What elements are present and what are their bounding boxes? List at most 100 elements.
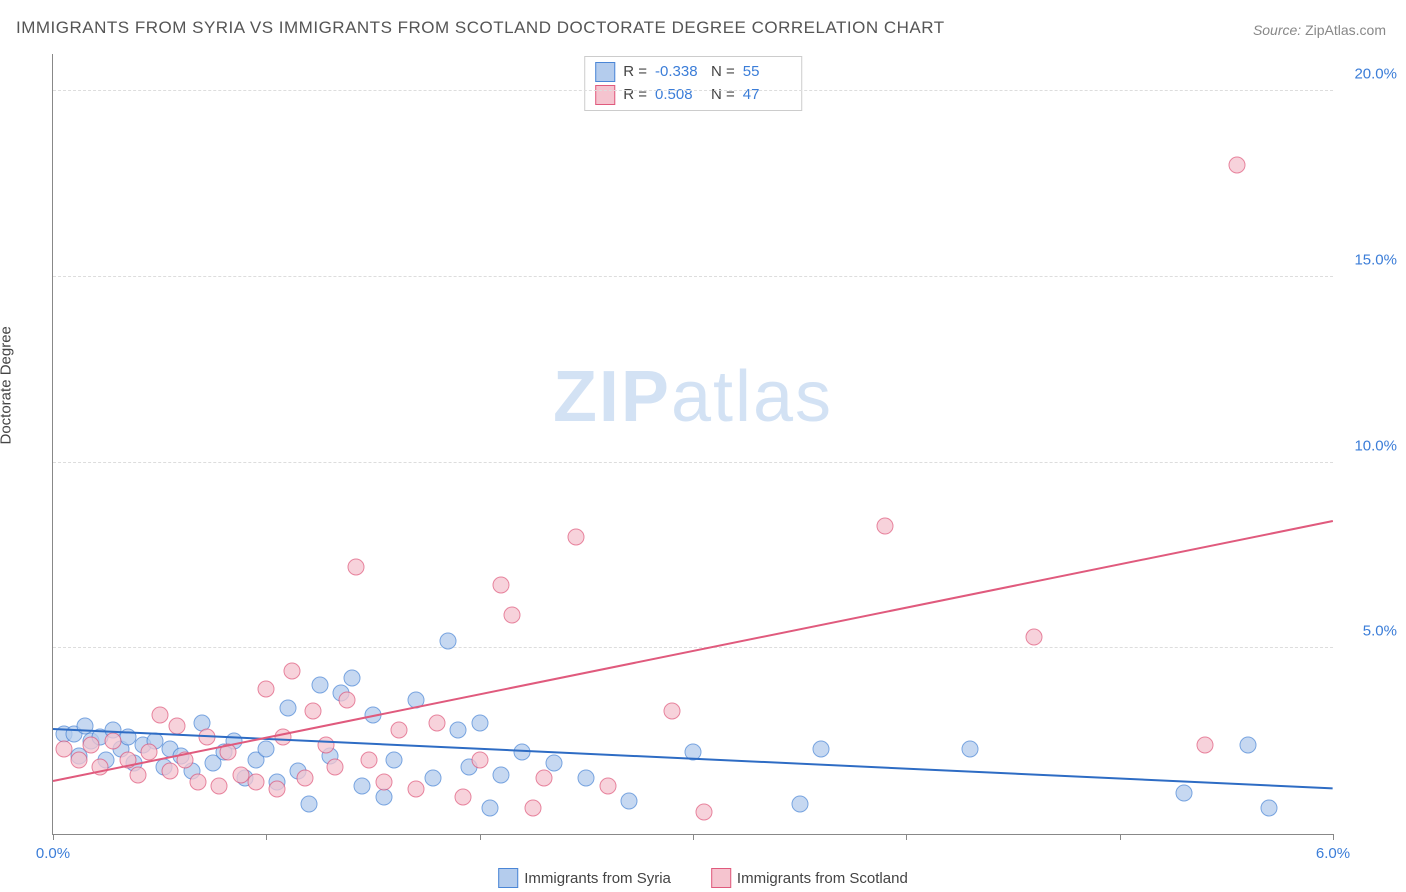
data-point [386, 751, 403, 768]
stat-r-value: 0.508 [655, 84, 703, 107]
stat-r-label: R = [623, 61, 647, 84]
data-point [296, 770, 313, 787]
data-point [813, 740, 830, 757]
data-point [578, 770, 595, 787]
series-swatch [595, 85, 615, 105]
stat-n-value: 47 [743, 84, 791, 107]
trend-line [53, 520, 1333, 782]
data-point [104, 733, 121, 750]
data-point [347, 558, 364, 575]
x-tick-label: 0.0% [36, 845, 70, 862]
legend-label: Immigrants from Syria [524, 870, 671, 887]
data-point [70, 751, 87, 768]
x-tick [906, 834, 907, 840]
stats-row: R = -0.338 N = 55 [595, 61, 791, 84]
y-tick-label: 20.0% [1341, 66, 1397, 83]
y-tick-label: 5.0% [1341, 623, 1397, 640]
series-legend: Immigrants from Syria Immigrants from Sco… [498, 868, 908, 888]
x-tick [266, 834, 267, 840]
data-point [55, 740, 72, 757]
data-point [151, 707, 168, 724]
data-point [375, 774, 392, 791]
data-point [493, 577, 510, 594]
data-point [567, 528, 584, 545]
data-point [471, 751, 488, 768]
data-point [493, 766, 510, 783]
scatter-plot: ZIPatlas R =-0.338N =55R =0.508N =47 5.0… [52, 54, 1333, 835]
data-point [514, 744, 531, 761]
data-point [599, 777, 616, 794]
data-point [83, 736, 100, 753]
series-swatch [595, 62, 615, 82]
legend-item: Immigrants from Syria [498, 868, 671, 888]
x-tick [693, 834, 694, 840]
data-point [339, 692, 356, 709]
legend-item: Immigrants from Scotland [711, 868, 908, 888]
y-tick-label: 10.0% [1341, 437, 1397, 454]
data-point [269, 781, 286, 798]
data-point [962, 740, 979, 757]
y-tick-label: 15.0% [1341, 251, 1397, 268]
data-point [450, 722, 467, 739]
data-point [301, 796, 318, 813]
data-point [283, 662, 300, 679]
data-point [546, 755, 563, 772]
watermark-part1: ZIP [553, 357, 671, 437]
data-point [621, 792, 638, 809]
data-point [360, 751, 377, 768]
source-label: Source: [1253, 22, 1305, 38]
source-value: ZipAtlas.com [1305, 22, 1386, 38]
data-point [1229, 157, 1246, 174]
data-point [279, 699, 296, 716]
data-point [258, 740, 275, 757]
data-point [343, 670, 360, 687]
data-point [482, 800, 499, 817]
data-point [211, 777, 228, 794]
data-point [695, 803, 712, 820]
data-point [424, 770, 441, 787]
x-tick [1333, 834, 1334, 840]
data-point [258, 681, 275, 698]
data-point [354, 777, 371, 794]
data-point [375, 788, 392, 805]
x-tick [53, 834, 54, 840]
data-point [1197, 736, 1214, 753]
x-tick [480, 834, 481, 840]
data-point [429, 714, 446, 731]
y-axis-label: Doctorate Degree [0, 326, 15, 444]
data-point [311, 677, 328, 694]
data-point [162, 762, 179, 779]
data-point [791, 796, 808, 813]
source-credit: Source: ZipAtlas.com [1253, 22, 1386, 38]
watermark-text: ZIPatlas [553, 356, 833, 438]
chart-title: IMMIGRANTS FROM SYRIA VS IMMIGRANTS FROM… [16, 18, 945, 38]
gridline-h [53, 90, 1333, 91]
data-point [439, 632, 456, 649]
data-point [503, 606, 520, 623]
gridline-h [53, 647, 1333, 648]
gridline-h [53, 276, 1333, 277]
data-point [190, 774, 207, 791]
legend-swatch [711, 868, 731, 888]
data-point [305, 703, 322, 720]
stat-n-value: 55 [743, 61, 791, 84]
legend-swatch [498, 868, 518, 888]
stats-legend-box: R = -0.338 N = 55R = 0.508 N = 47 [584, 56, 802, 111]
data-point [525, 800, 542, 817]
data-point [247, 774, 264, 791]
stat-n-label: N = [711, 61, 735, 84]
legend-label: Immigrants from Scotland [737, 870, 908, 887]
data-point [168, 718, 185, 735]
data-point [390, 722, 407, 739]
data-point [407, 781, 424, 798]
stats-row: R =0.508N =47 [595, 84, 791, 107]
data-point [454, 788, 471, 805]
data-point [130, 766, 147, 783]
data-point [326, 759, 343, 776]
stat-n-label: N = [711, 84, 735, 107]
gridline-h [53, 462, 1333, 463]
x-tick-label: 6.0% [1316, 845, 1350, 862]
data-point [535, 770, 552, 787]
data-point [1175, 785, 1192, 802]
stat-r-value: -0.338 [655, 61, 703, 84]
